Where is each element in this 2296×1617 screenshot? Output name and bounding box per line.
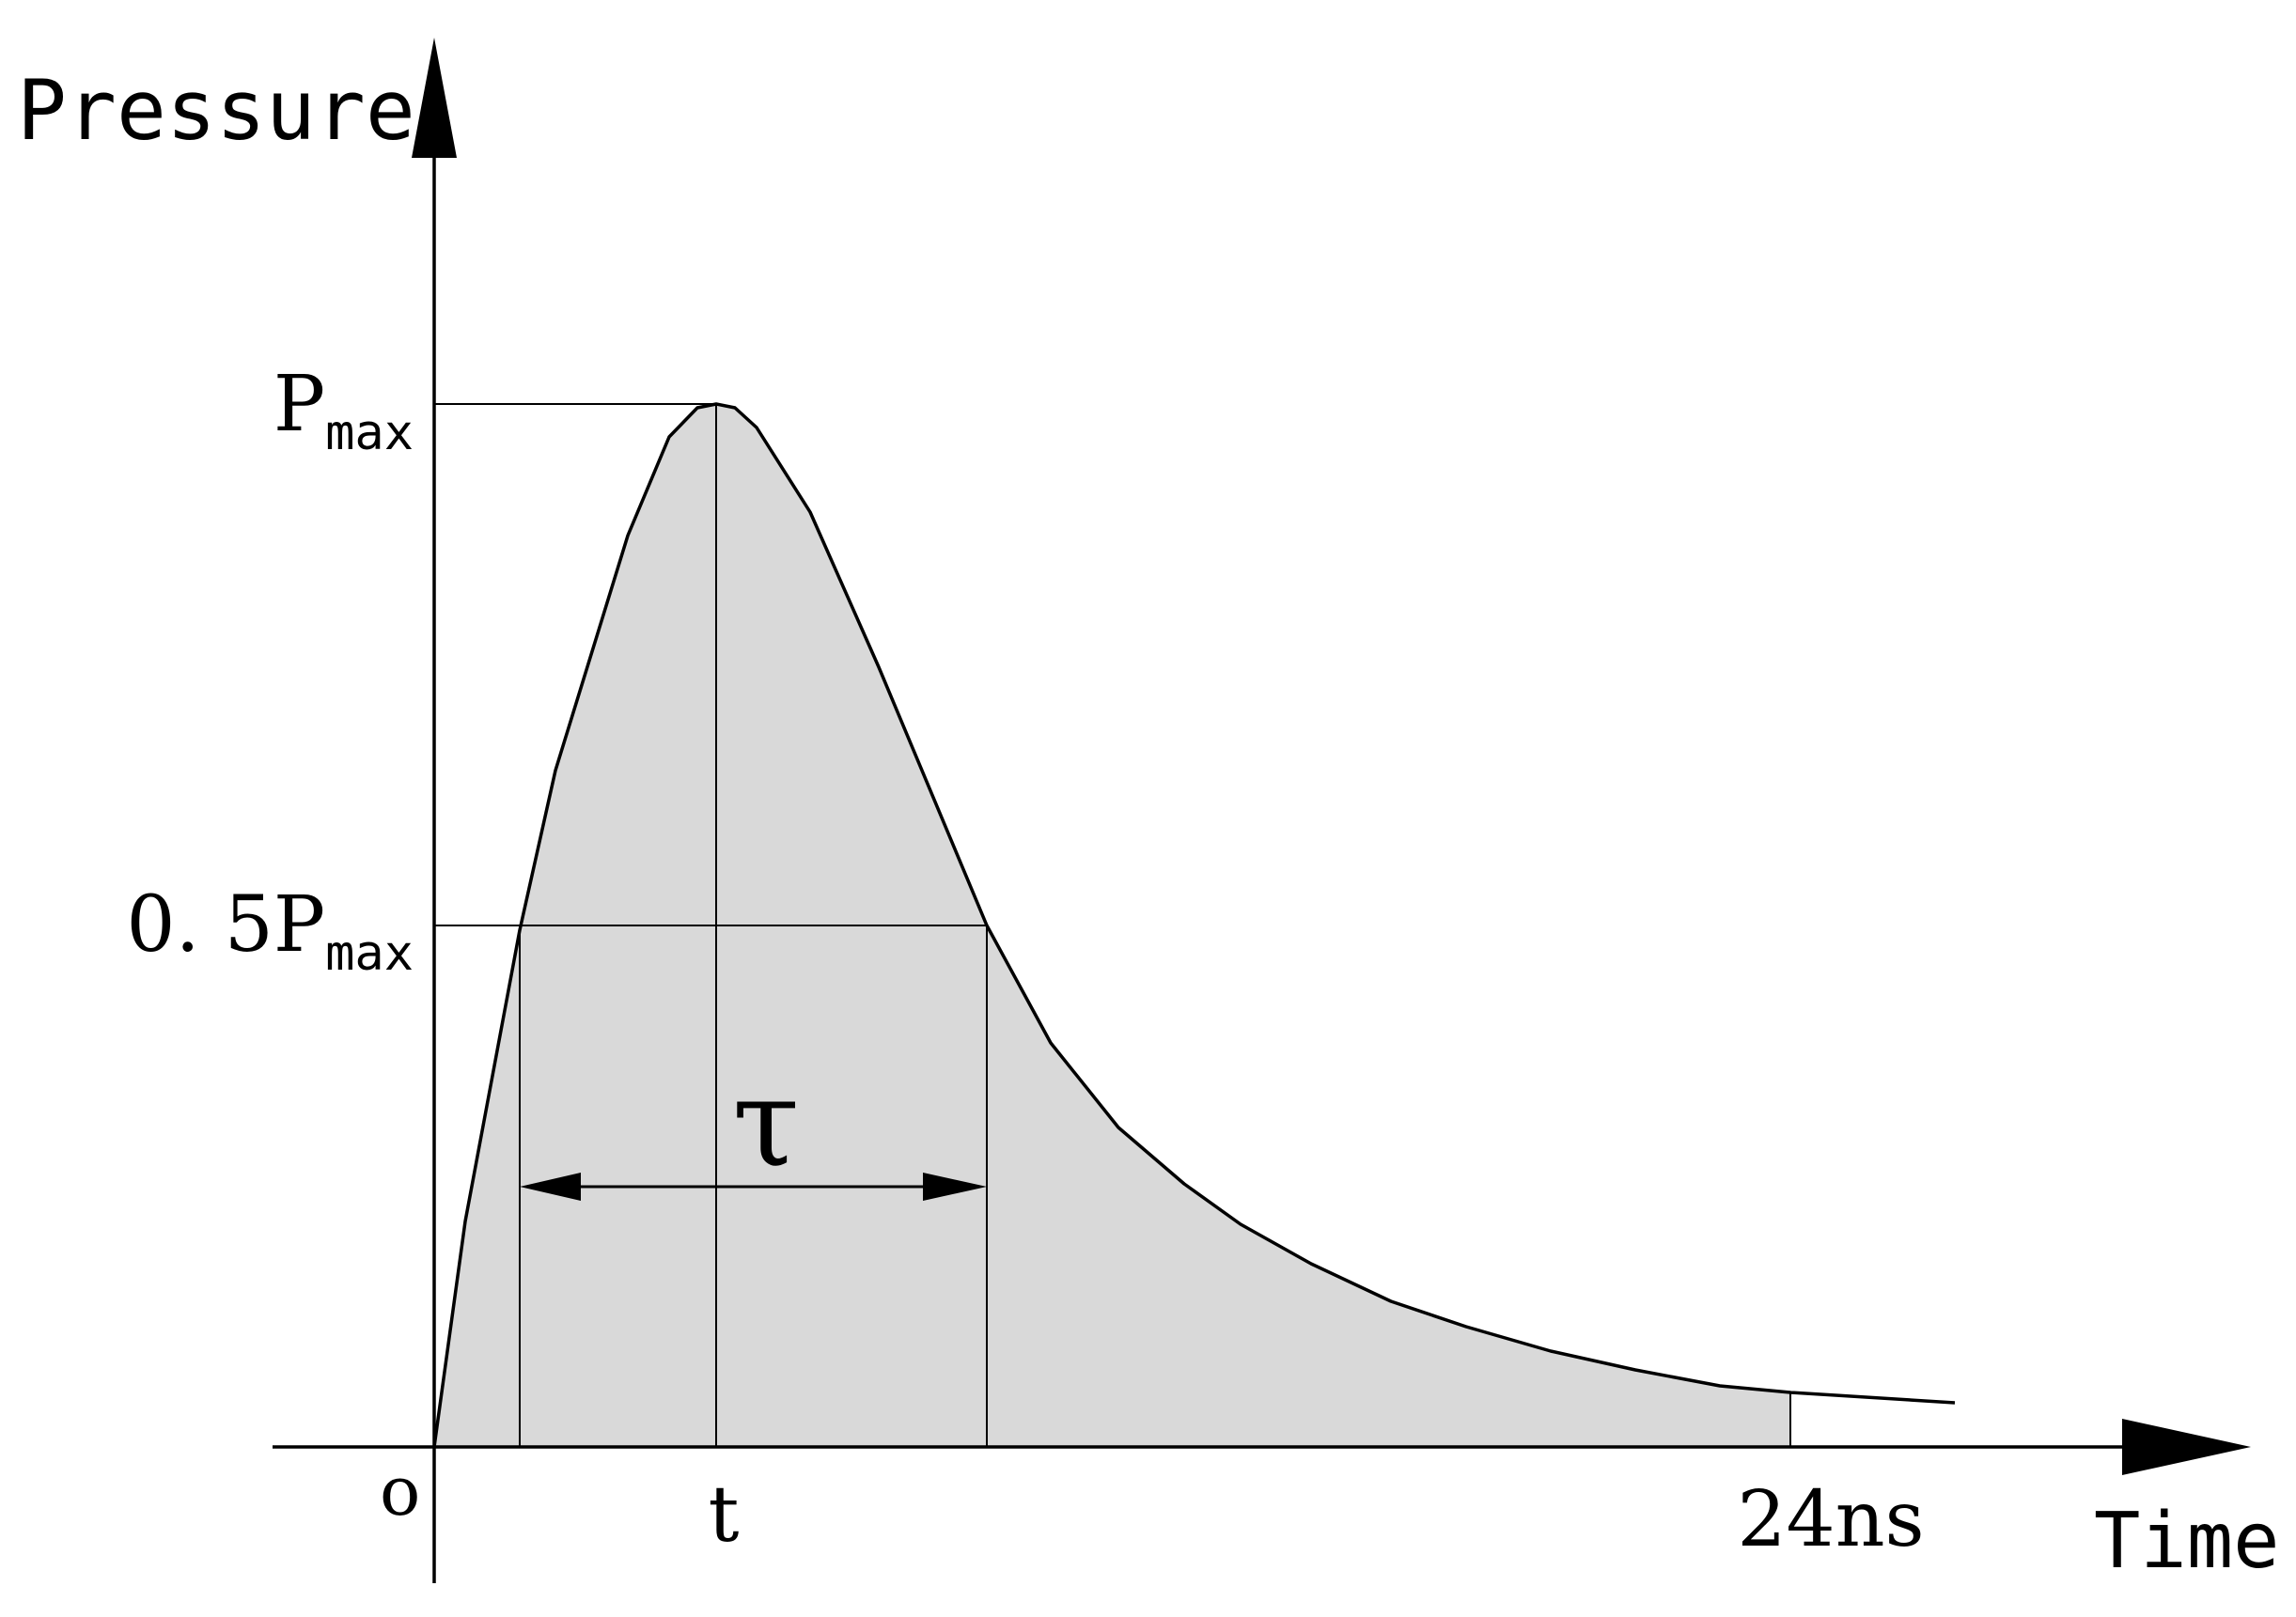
- origin-label: o: [380, 1452, 420, 1531]
- half-pmax-main-text: 0. 5P: [126, 880, 325, 970]
- x-axis-arrow-icon: [2122, 1419, 2251, 1475]
- axes: [273, 38, 2251, 1583]
- end-time-label: 24ns: [1737, 1475, 1924, 1564]
- pmax-label: Pmax: [273, 360, 414, 461]
- y-axis-arrow-icon: [412, 38, 457, 158]
- peak-time-label: t: [709, 1470, 740, 1560]
- half-pmax-subscript: max: [325, 925, 414, 982]
- half-pmax-label: 0. 5Pmax: [126, 880, 414, 982]
- x-axis-title: Time: [2094, 1497, 2279, 1586]
- pmax-subscript: max: [325, 405, 414, 461]
- pmax-main-text: P: [273, 360, 325, 449]
- guide-lines: [434, 403, 1791, 1447]
- pressure-curve: [432, 402, 1956, 1448]
- arrowhead-left-icon: [520, 1173, 581, 1201]
- y-axis-title: Pressure: [17, 62, 415, 159]
- arrowhead-right-icon: [923, 1173, 987, 1201]
- pulse-width-label: τ: [732, 1051, 800, 1194]
- pulse-width-arrow: [520, 1173, 987, 1201]
